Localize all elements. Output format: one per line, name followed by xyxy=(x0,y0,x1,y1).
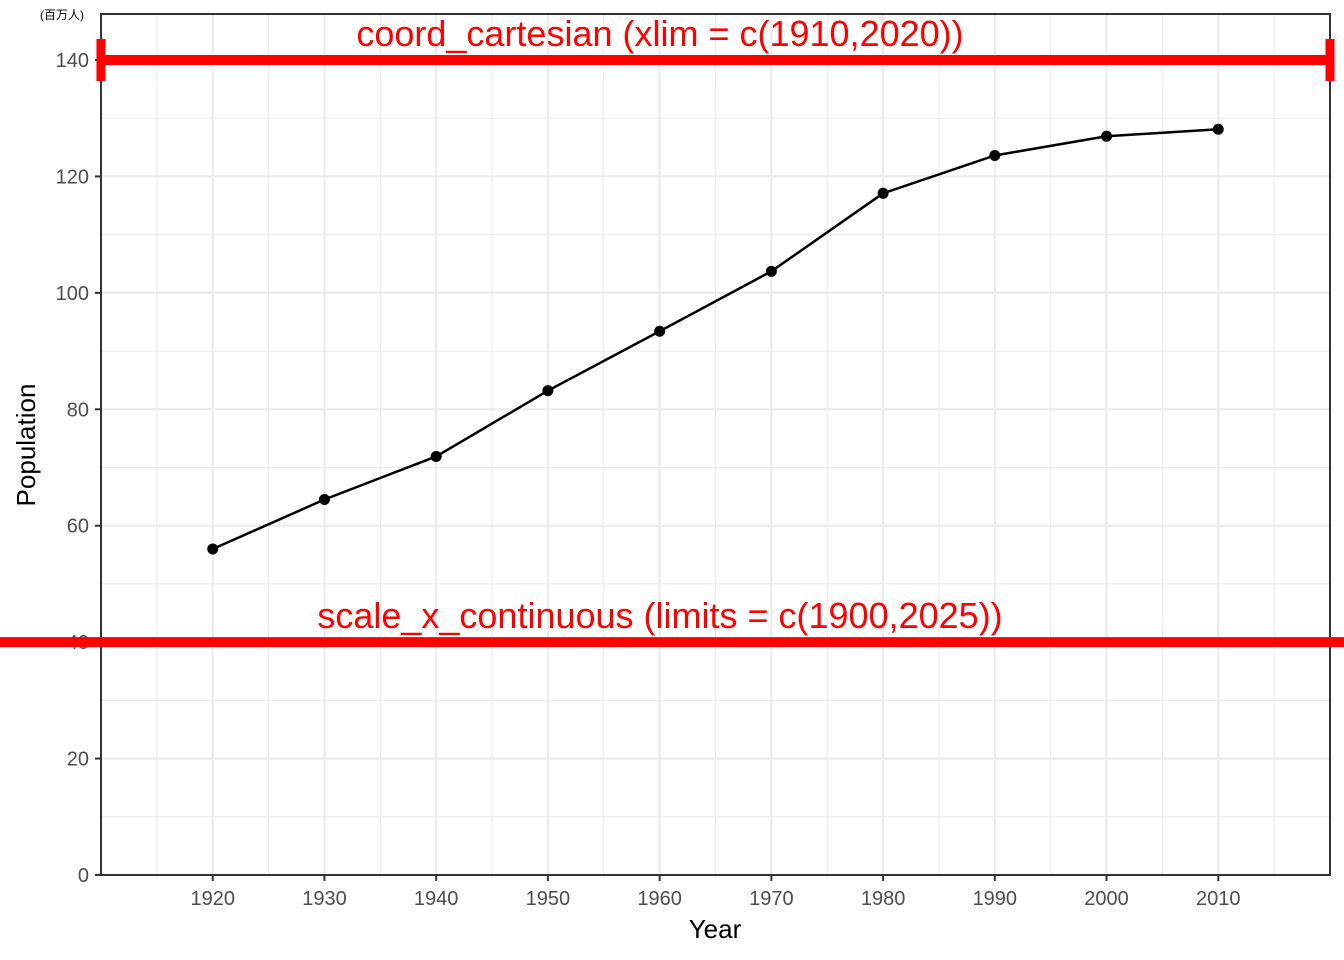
series-line xyxy=(212,128,1219,551)
annotation-label: coord_cartesian (xlim = c(1910,2020)) xyxy=(356,13,963,54)
minor-gridlines xyxy=(101,14,1330,875)
x-tick-label: 1960 xyxy=(637,888,682,910)
panel-border xyxy=(100,13,1331,876)
population-series xyxy=(207,123,1224,555)
x-tick-label: 2010 xyxy=(1196,888,1241,910)
x-tick-label: 1930 xyxy=(302,888,347,910)
data-point xyxy=(654,325,666,337)
x-tick-label: 2000 xyxy=(1084,888,1129,910)
x-tick-label: 1980 xyxy=(861,888,906,910)
x-tick-label: 1950 xyxy=(526,888,571,910)
y-tick-label: 140 xyxy=(56,50,89,72)
x-tick-label: 1970 xyxy=(749,888,794,910)
data-point xyxy=(765,265,777,277)
data-point xyxy=(318,494,330,506)
data-point xyxy=(989,149,1001,161)
y-tick-label: 120 xyxy=(56,166,89,188)
x-axis-ticks: 1920 1930 1940 1950 1960 1970 1980 1990 2000 2010 xyxy=(190,875,1241,910)
x-tick-label: 1920 xyxy=(190,888,235,910)
annotation-label: scale_x_continuous (limits = c(1900,2025… xyxy=(317,595,1002,636)
y-tick-label: 100 xyxy=(56,283,89,305)
data-point xyxy=(207,543,219,555)
data-point xyxy=(877,187,889,199)
y-unit-label: (百万人) xyxy=(40,8,84,22)
x-tick-label: 1990 xyxy=(973,888,1018,910)
x-tick-label: 1940 xyxy=(414,888,459,910)
annotations: coord_cartesian (xlim = c(1910,2020)) sca… xyxy=(0,13,1344,648)
y-axis-title: Population xyxy=(11,384,41,507)
y-tick-label: 20 xyxy=(67,749,89,771)
y-axis-ticks: 020406080100120140 xyxy=(56,50,101,887)
data-point xyxy=(1101,130,1113,142)
data-point xyxy=(1212,123,1224,135)
y-tick-label: 0 xyxy=(78,865,89,887)
y-tick-label: 80 xyxy=(67,399,89,421)
data-point xyxy=(430,450,442,462)
data-point xyxy=(542,385,554,397)
y-tick-label: 60 xyxy=(67,516,89,538)
x-axis-title: Year xyxy=(689,914,742,944)
